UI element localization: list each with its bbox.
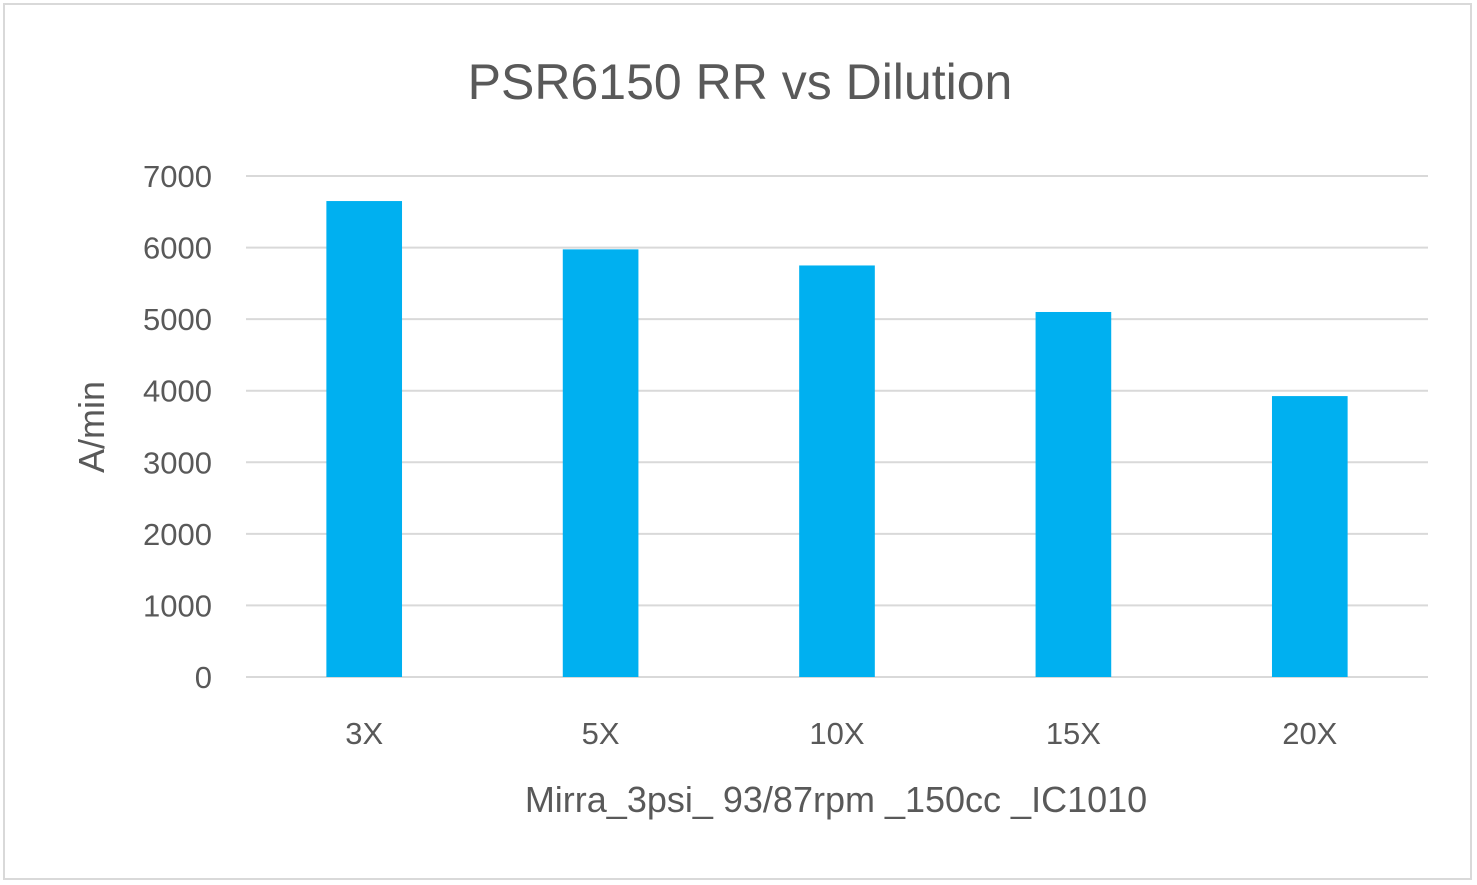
y-tick-label: 4000 xyxy=(143,374,212,409)
y-tick-label: 6000 xyxy=(143,231,212,266)
x-tick-label: 5X xyxy=(582,716,620,751)
x-tick-label: 10X xyxy=(809,716,864,751)
bar-20x xyxy=(1271,396,1348,677)
y-tick-label: 3000 xyxy=(143,445,212,480)
bar-3x xyxy=(326,201,403,678)
y-tick-label: 0 xyxy=(195,660,212,695)
chart-frame xyxy=(3,3,1472,880)
bar-15x xyxy=(1035,311,1112,677)
x-tick-label: 3X xyxy=(345,716,383,751)
x-tick-label: 15X xyxy=(1046,716,1101,751)
chart-title: PSR6150 RR vs Dilution xyxy=(468,54,1013,110)
x-axis-ticks: 3X 5X 10X 15X 20X xyxy=(345,716,1337,751)
x-axis-title: Mirra_3psi_ 93/87rpm _150cc _IC1010 xyxy=(525,779,1147,820)
bars xyxy=(326,201,1348,678)
y-axis-ticks: 0 1000 2000 3000 4000 5000 6000 7000 xyxy=(143,159,212,695)
bar-10x xyxy=(799,265,875,677)
y-tick-label: 2000 xyxy=(143,517,212,552)
bar-5x xyxy=(562,249,639,677)
y-axis-title: A/min xyxy=(71,381,112,473)
x-tick-label: 20X xyxy=(1282,716,1337,751)
y-tick-label: 5000 xyxy=(143,302,212,337)
y-tick-label: 1000 xyxy=(143,588,212,623)
y-tick-label: 7000 xyxy=(143,159,212,194)
